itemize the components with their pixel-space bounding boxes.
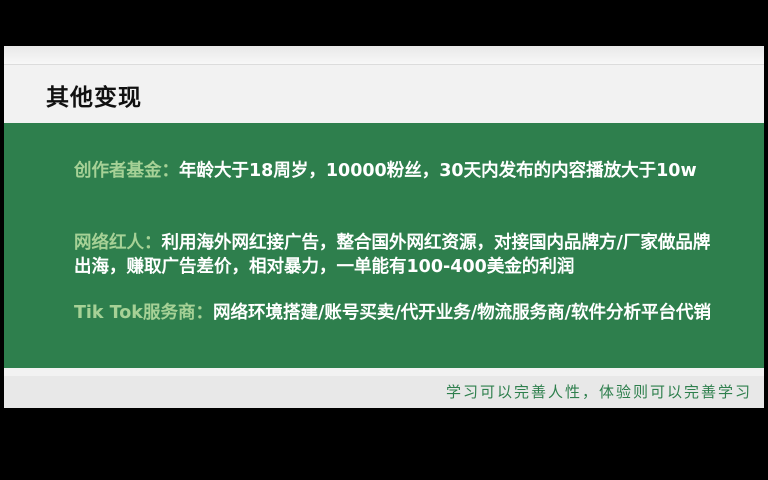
item-key: Tik Tok服务商： [74,303,213,323]
item-key: 网络红人： [74,233,162,253]
footer-band: 学习可以完善人性，体验则可以完善学习 [4,376,764,408]
top-divider [4,46,764,65]
slide-title: 其他变现 [46,85,142,111]
slide: 其他变现 创作者基金：年龄大于18周岁，10000粉丝，30天内发布的内容播放大… [4,46,764,408]
list-item-creator-fund: 创作者基金：年龄大于18周岁，10000粉丝，30天内发布的内容播放大于10w [74,159,714,183]
list-item-tiktok-service: Tik Tok服务商：网络环境搭建/账号买卖/代开业务/物流服务商/软件分析平台… [74,301,714,325]
item-key: 创作者基金： [74,161,179,181]
item-text: 利用海外网红接广告，整合国外网红资源，对接国内品牌方/厂家做品牌出海，赚取广告差… [74,233,711,277]
item-text: 网络环境搭建/账号买卖/代开业务/物流服务商/软件分析平台代销 [212,303,712,323]
footer-motto: 学习可以完善人性，体验则可以完善学习 [445,383,752,401]
content-panel: 创作者基金：年龄大于18周岁，10000粉丝，30天内发布的内容播放大于10w … [4,123,764,368]
item-text: 年龄大于18周岁，10000粉丝，30天内发布的内容播放大于10w [179,161,697,181]
list-item-influencer: 网络红人：利用海外网红接广告，整合国外网红资源，对接国内品牌方/厂家做品牌出海，… [74,231,714,279]
